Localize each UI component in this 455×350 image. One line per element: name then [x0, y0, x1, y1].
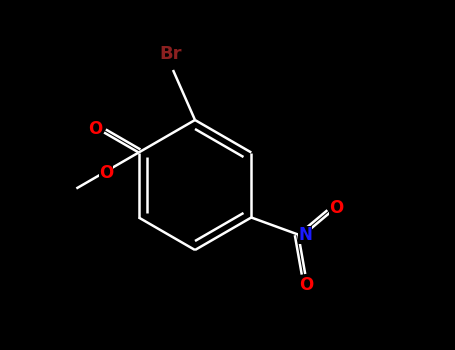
Text: O: O — [99, 163, 113, 182]
Text: O: O — [88, 120, 102, 139]
Text: N: N — [298, 226, 312, 244]
Text: Br: Br — [160, 45, 182, 63]
Text: O: O — [329, 199, 344, 217]
Text: O: O — [299, 276, 313, 294]
